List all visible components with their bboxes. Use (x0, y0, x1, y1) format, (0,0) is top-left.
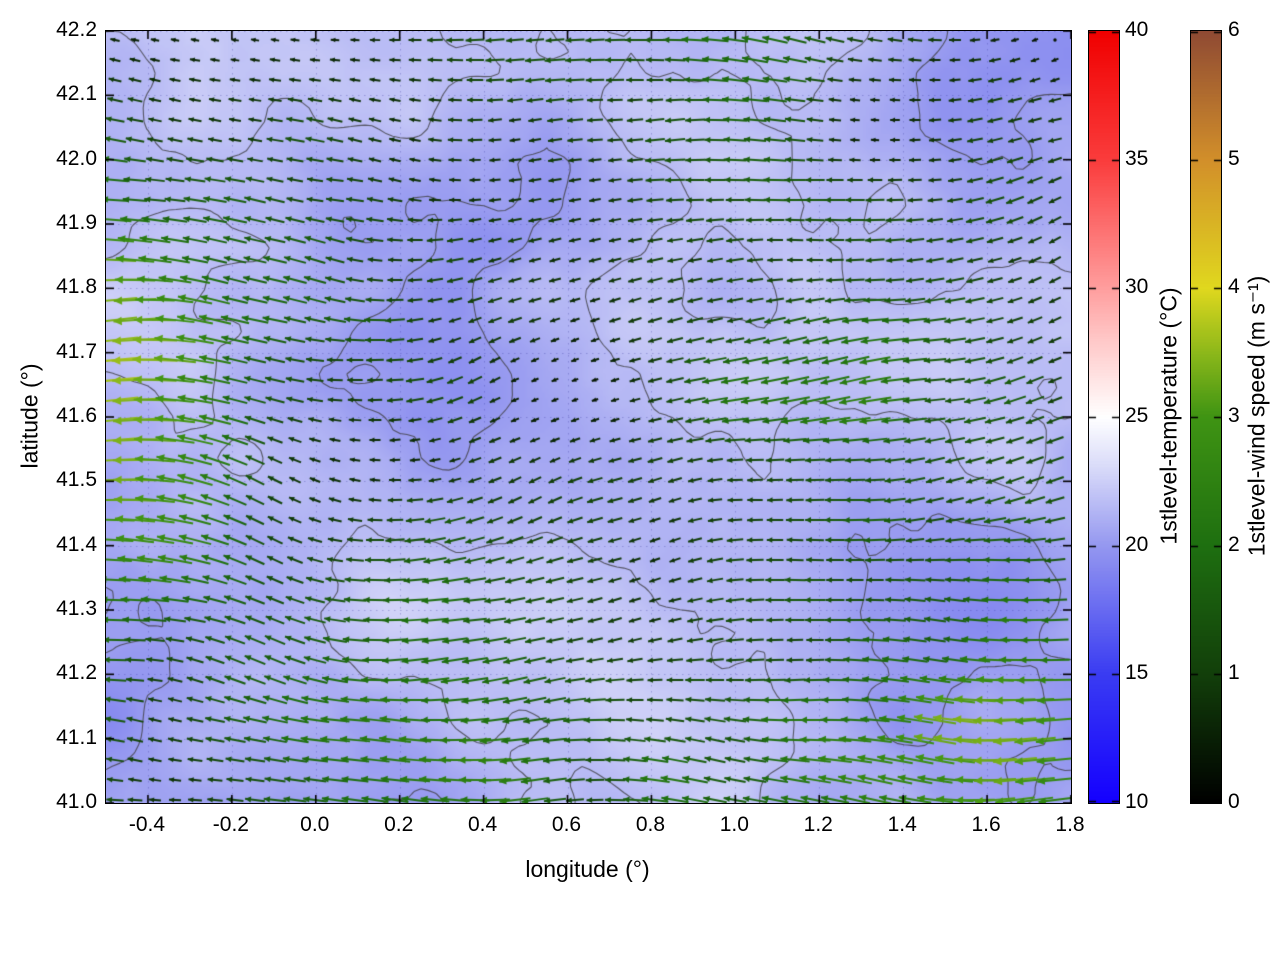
temperature-colorbar-tick-label: 35 (1125, 146, 1149, 170)
wind-colorbar-tick-label: 0 (1228, 790, 1240, 813)
x-tick-label: 0.8 (635, 813, 666, 836)
x-tick-label: -0.4 (128, 813, 166, 836)
wind-speed-colorbar (1190, 30, 1222, 804)
y-axis-title: latitude (°) (16, 363, 43, 469)
x-tick-label: 0.0 (300, 813, 330, 836)
y-tick-label: 41.9 (56, 211, 97, 234)
temperature-colorbar-title: 1stlevel-temperature (°C) (1155, 287, 1182, 545)
wind-colorbar-tick-label: 1 (1228, 661, 1240, 685)
temperature-colorbar-tick-label: 20 (1125, 532, 1149, 556)
temperature-colorbar-tick-label: 30 (1125, 275, 1149, 299)
y-tick-label: 41.8 (56, 275, 97, 299)
y-tick-label: 41.5 (56, 468, 97, 492)
map-plot-canvas (105, 30, 1072, 804)
y-tick-label: 41.6 (56, 404, 97, 427)
wind-colorbar-title: 1stlevel-wind speed (m s⁻¹) (1243, 275, 1270, 557)
x-tick-label: 0.4 (467, 813, 498, 836)
x-tick-label: 0.2 (384, 813, 414, 836)
y-tick-label: 42.0 (56, 146, 97, 170)
y-tick-label: 41.4 (56, 532, 97, 556)
y-tick-label: 41.7 (56, 339, 97, 363)
temperature-colorbar-tick-label: 40 (1125, 18, 1149, 41)
x-tick-label: 1.4 (887, 813, 917, 836)
wind-colorbar-tick-label: 5 (1228, 146, 1240, 170)
wind-colorbar-tick-label: 2 (1228, 532, 1240, 556)
temperature-colorbar (1088, 30, 1120, 804)
x-tick-label: -0.2 (212, 813, 249, 836)
wind-colorbar-tick-label: 4 (1228, 275, 1240, 299)
y-tick-label: 41.2 (56, 661, 97, 685)
wind-colorbar-tick-label: 3 (1228, 404, 1240, 427)
x-tick-label: 1.8 (1055, 813, 1085, 836)
x-tick-label: 1.6 (971, 813, 1001, 836)
y-tick-label: 42.1 (56, 82, 97, 106)
x-tick-label: 0.6 (551, 813, 582, 836)
temperature-colorbar-tick-label: 25 (1125, 404, 1149, 427)
x-tick-label: 1.2 (803, 813, 833, 836)
temperature-colorbar-tick-label: 10 (1125, 790, 1149, 813)
y-tick-label: 42.2 (56, 18, 97, 41)
temperature-colorbar-tick-label: 15 (1125, 661, 1149, 685)
wind-colorbar-tick-label: 6 (1228, 18, 1240, 41)
x-axis-title: longitude (°) (525, 856, 650, 882)
y-tick-label: 41.0 (56, 790, 97, 813)
x-tick-label: 1.0 (719, 813, 749, 836)
y-tick-label: 41.1 (56, 725, 97, 749)
y-tick-label: 41.3 (56, 597, 97, 620)
